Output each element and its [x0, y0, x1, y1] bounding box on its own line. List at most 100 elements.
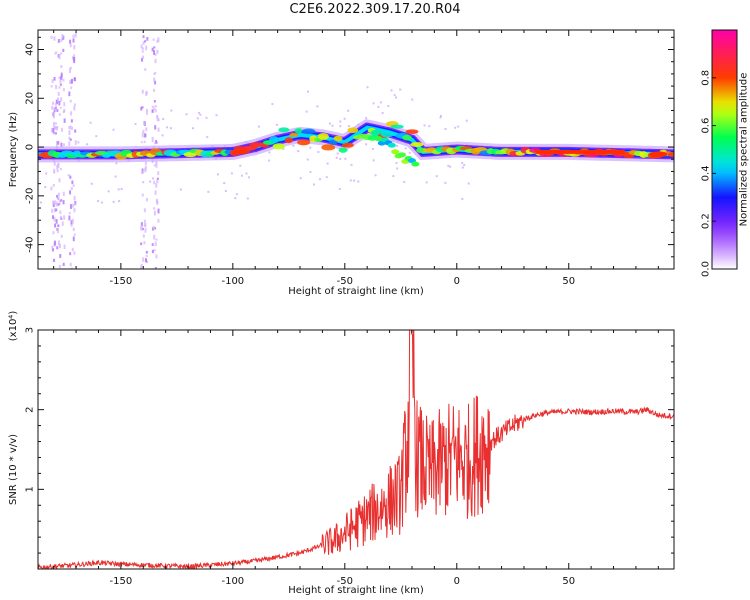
- noise-speck: [142, 181, 145, 184]
- noise-speck: [114, 175, 117, 178]
- noise-speck: [50, 85, 53, 88]
- noise-speck: [52, 231, 55, 235]
- noise-speck: [70, 86, 73, 89]
- noise-speck: [143, 219, 146, 223]
- noise-speck: [55, 84, 58, 90]
- noise-speck: [54, 106, 57, 110]
- noise-speck: [387, 104, 390, 107]
- noise-speck: [154, 142, 157, 145]
- noise-speck: [71, 126, 74, 130]
- noise-speck: [140, 242, 143, 246]
- noise-speck: [71, 218, 74, 224]
- noise-speck: [230, 172, 233, 175]
- noise-speck: [331, 124, 334, 127]
- noise-speck: [153, 107, 156, 110]
- spectral-blob: [347, 127, 359, 134]
- noise-speck: [449, 165, 452, 168]
- y-axis-label: SNR (10 * v/v): [8, 434, 19, 505]
- noise-speck: [71, 247, 74, 252]
- noise-speck: [53, 171, 56, 174]
- noise-speck: [152, 225, 155, 230]
- noise-speck: [68, 91, 71, 97]
- noise-speck: [71, 78, 74, 84]
- noise-speck: [151, 47, 154, 52]
- noise-speck: [69, 262, 72, 267]
- noise-speck: [52, 184, 55, 187]
- noise-speck: [142, 35, 145, 39]
- noise-speck: [142, 257, 145, 262]
- noise-speck: [371, 148, 374, 151]
- noise-speck: [365, 143, 368, 146]
- noise-speck: [73, 103, 76, 106]
- noise-speck: [52, 202, 55, 207]
- noise-speck: [154, 125, 157, 130]
- noise-speck: [146, 110, 149, 115]
- noise-speck: [353, 179, 356, 182]
- noise-speck: [51, 248, 54, 252]
- noise-speck: [151, 177, 154, 180]
- noise-speck: [157, 127, 160, 132]
- y-tick-label: -20: [25, 188, 36, 204]
- noise-speck: [396, 144, 399, 147]
- noise-speck: [90, 182, 93, 185]
- noise-speck: [56, 164, 59, 170]
- noise-speck: [309, 146, 312, 149]
- noise-speck: [52, 200, 55, 204]
- noise-speck: [144, 68, 147, 71]
- noise-speck: [59, 167, 62, 171]
- noise-speck: [72, 203, 75, 208]
- noise-speck: [60, 234, 63, 238]
- noise-speck: [155, 140, 158, 143]
- noise-speck: [156, 177, 159, 180]
- noise-speck: [69, 138, 72, 141]
- spectral-blob: [301, 128, 316, 135]
- noise-speck: [145, 255, 148, 258]
- noise-speck: [309, 171, 312, 174]
- noise-speck: [69, 68, 72, 73]
- noise-speck: [154, 227, 157, 230]
- noise-speck: [120, 187, 123, 190]
- noise-speck: [349, 179, 352, 182]
- noise-speck: [69, 99, 72, 103]
- noise-speck: [68, 215, 71, 221]
- spectral-blob: [294, 128, 303, 134]
- noise-speck: [68, 130, 71, 136]
- noise-speck: [56, 126, 59, 129]
- noise-speck: [143, 122, 146, 125]
- noise-speck: [365, 117, 368, 120]
- noise-speck: [141, 47, 144, 51]
- noise-speck: [169, 127, 172, 130]
- noise-speck: [156, 49, 159, 54]
- noise-speck: [73, 45, 76, 50]
- noise-speck: [156, 39, 159, 43]
- noise-speck: [57, 224, 60, 228]
- noise-speck: [403, 181, 406, 184]
- spectral-blob: [667, 152, 674, 158]
- noise-speck: [235, 193, 238, 196]
- colorbar-tick-label: 0.0: [701, 261, 712, 277]
- colorbar-tick-label: 0.8: [701, 70, 712, 86]
- noise-speck: [143, 241, 146, 245]
- noise-speck: [63, 215, 66, 220]
- noise-speck: [60, 76, 63, 80]
- noise-speck: [207, 190, 210, 193]
- noise-speck: [69, 175, 72, 179]
- noise-speck: [39, 201, 42, 204]
- noise-speck: [73, 59, 76, 64]
- noise-speck: [57, 163, 60, 168]
- noise-speck: [53, 258, 56, 263]
- noise-speck: [70, 220, 73, 225]
- spectral-blob: [289, 132, 299, 138]
- noise-speck: [411, 98, 414, 101]
- noise-speck: [141, 170, 144, 175]
- noise-speck: [444, 127, 447, 130]
- noise-speck: [63, 118, 66, 123]
- noise-speck: [62, 88, 65, 92]
- noise-speck: [140, 222, 143, 227]
- noise-speck: [60, 38, 63, 43]
- spectral-blob: [342, 142, 354, 148]
- noise-speck: [140, 225, 143, 228]
- noise-speck: [74, 129, 77, 133]
- noise-speck: [50, 35, 53, 40]
